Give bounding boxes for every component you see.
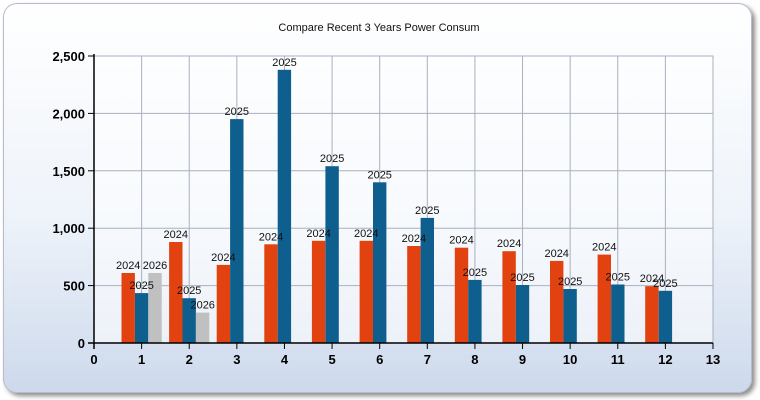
bar-2024-12 [645,286,659,343]
data-label: 2025 [272,57,296,69]
data-labels: 2024 2024 2024 2024 2024 2024 2024 2024 2024 2024… [116,57,678,312]
bar-2025-9 [515,285,530,343]
data-label: 2025 [320,153,344,165]
bar-2024-3 [216,264,231,343]
data-label: 2026 [190,300,214,312]
bar-2025-6 [373,182,387,343]
x-tick-label: 9 [519,352,526,367]
bar-2024-2 [169,242,183,343]
data-label: 2025 [225,106,249,118]
bar-2026-1 [148,273,162,343]
data-label: 2024 [402,233,426,245]
bar-2024-4 [264,244,278,343]
x-tick-label: 6 [376,352,383,367]
x-tick-label: 7 [424,352,431,367]
data-label: 2024 [544,248,568,260]
x-tick-label: 11 [611,352,625,367]
x-tick-label: 12 [658,352,672,367]
y-tick-label: 500 [63,279,85,294]
bar-2024-8 [454,247,469,343]
data-label: 2025 [367,169,391,181]
bar-2026-2 [195,312,210,343]
data-label: 2024 [259,231,283,243]
bar-2025-2 [182,298,196,343]
bar-2024-9 [502,251,516,343]
data-label: 2024 [116,260,140,272]
bar-2024-10 [550,260,564,343]
bar-2025-8 [468,279,482,343]
data-label: 2024 [640,273,664,285]
data-label: 2025 [463,267,487,279]
bar-2024-11 [597,254,611,343]
data-label: 2024 [449,235,473,247]
x-tick-label: 3 [233,352,240,367]
x-tick-label: 2 [186,352,193,367]
bar-2024-5 [311,240,326,343]
data-label: 2025 [558,276,582,288]
x-tick-label: 0 [90,352,97,367]
y-tick-label: 0 [78,336,85,351]
x-tick-label: 13 [706,352,720,367]
data-label: 2025 [177,285,201,297]
data-label: 2024 [592,242,616,254]
bar-2025-7 [420,217,434,343]
bar-2025-1 [134,293,149,343]
data-label: 2025 [606,272,630,284]
data-label: 2026 [143,260,167,272]
y-tick-label: 1,000 [52,221,85,236]
data-label: 2025 [415,205,439,217]
data-label: 2024 [497,238,521,250]
y-tick-label: 2,000 [52,106,85,121]
x-tick-label: 4 [281,352,289,367]
bar-2025-3 [230,119,244,343]
chart-title: Compare Recent 3 Years Power Consum [278,22,479,34]
bar-2024-7 [407,246,421,343]
y-tick-label: 2,500 [52,49,85,64]
data-label: 2024 [164,229,188,241]
bar-2025-12 [658,290,673,343]
bar-2024-1 [121,273,135,343]
bar-2025-5 [325,166,339,343]
bar-2025-10 [563,289,577,343]
data-label: 2024 [306,228,330,240]
bar-2025-11 [611,284,625,343]
x-tick-label: 10 [563,352,577,367]
data-label: 2025 [653,278,677,290]
bars [121,69,673,344]
x-tick-label: 5 [328,352,335,367]
y-tick-label: 1,500 [52,164,85,179]
data-label: 2024 [211,252,235,264]
data-label: 2025 [510,272,534,284]
data-label: 2024 [354,228,378,240]
x-tick-label: 8 [471,352,478,367]
data-label: 2025 [129,280,153,292]
x-tick-label: 1 [138,352,145,367]
bar-2025-4 [277,69,292,344]
bar-2024-6 [359,240,373,343]
